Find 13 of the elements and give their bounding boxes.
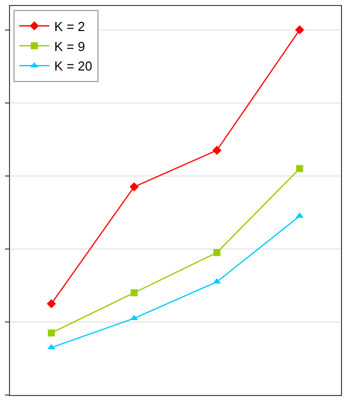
point: [295, 25, 304, 34]
legend-label: K = 2: [54, 18, 86, 34]
point: [213, 249, 220, 256]
legend-label: K = 20: [54, 58, 92, 74]
point: [296, 165, 304, 172]
point: [130, 314, 138, 320]
legend-label: K = 9: [54, 38, 86, 54]
point: [46, 299, 56, 308]
point: [130, 182, 139, 192]
point: [212, 146, 222, 155]
point: [130, 289, 138, 296]
point: [212, 278, 221, 284]
point: [48, 329, 55, 336]
